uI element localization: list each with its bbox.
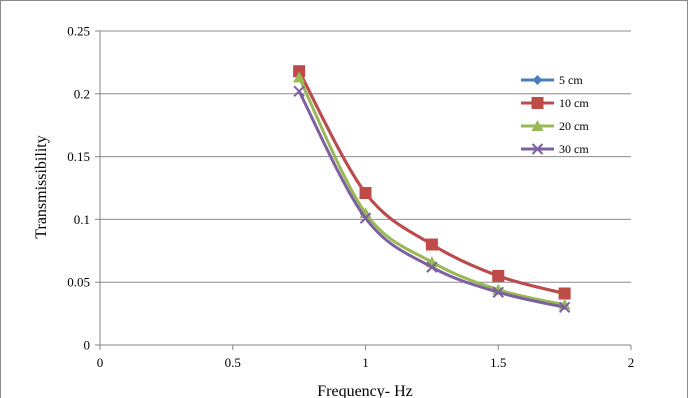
y-tick-label: 0.2 [74,86,90,101]
data-point-x [426,261,438,273]
x-tick-label: 0.5 [225,355,241,370]
data-point-square [425,238,438,251]
data-point-x [293,85,305,97]
x-tick-label: 2 [628,355,635,370]
data-point-square [492,269,505,282]
legend-item: 10 cm [521,96,589,110]
y-tick-label: 0.05 [67,275,90,290]
y-axis-title: Transmissibility [33,135,50,238]
x-axis-title: Frequency- Hz [317,383,413,398]
series-10-cm [293,65,571,300]
data-point-square [359,187,372,200]
legend-item: 5 cm [521,73,583,87]
legend-label: 5 cm [559,73,583,87]
series-line [297,90,565,309]
data-point-diamond [532,75,543,85]
data-point-x [359,212,372,224]
x-tick-label: 0 [97,355,104,370]
data-point-x [558,301,571,314]
series-line [297,70,566,295]
y-tick-label: 0.1 [74,212,90,227]
legend-label: 20 cm [559,119,589,133]
y-tick-label: 0.15 [67,149,90,164]
legend-item: 20 cm [521,119,589,133]
legend-label: 10 cm [559,96,589,110]
data-point-square [558,287,571,300]
series-lines [293,65,571,314]
legend: 5 cm 10 cm 20 cm 30 cm [521,73,589,156]
y-tick-label: 0 [84,338,91,353]
data-point-triangle [293,71,306,83]
data-point-x [531,143,544,155]
data-point-x [492,286,504,298]
data-point-triangle [531,120,544,131]
series-30-cm [293,85,571,314]
series-line [297,76,565,307]
x-tick-label: 1.5 [490,355,506,370]
tick-labels: 0 0.05 0.1 0.15 0.2 0.25 0 0.5 1 1.5 2 [67,24,634,371]
y-tick-label: 0.25 [67,24,90,39]
gridlines [100,30,631,283]
legend-label: 30 cm [559,142,589,156]
x-tick-label: 1 [362,355,369,370]
legend-item: 30 cm [521,142,589,156]
data-point-square [293,65,306,78]
data-point-square [531,97,544,109]
axes [95,30,632,350]
series-20-cm [293,71,571,310]
